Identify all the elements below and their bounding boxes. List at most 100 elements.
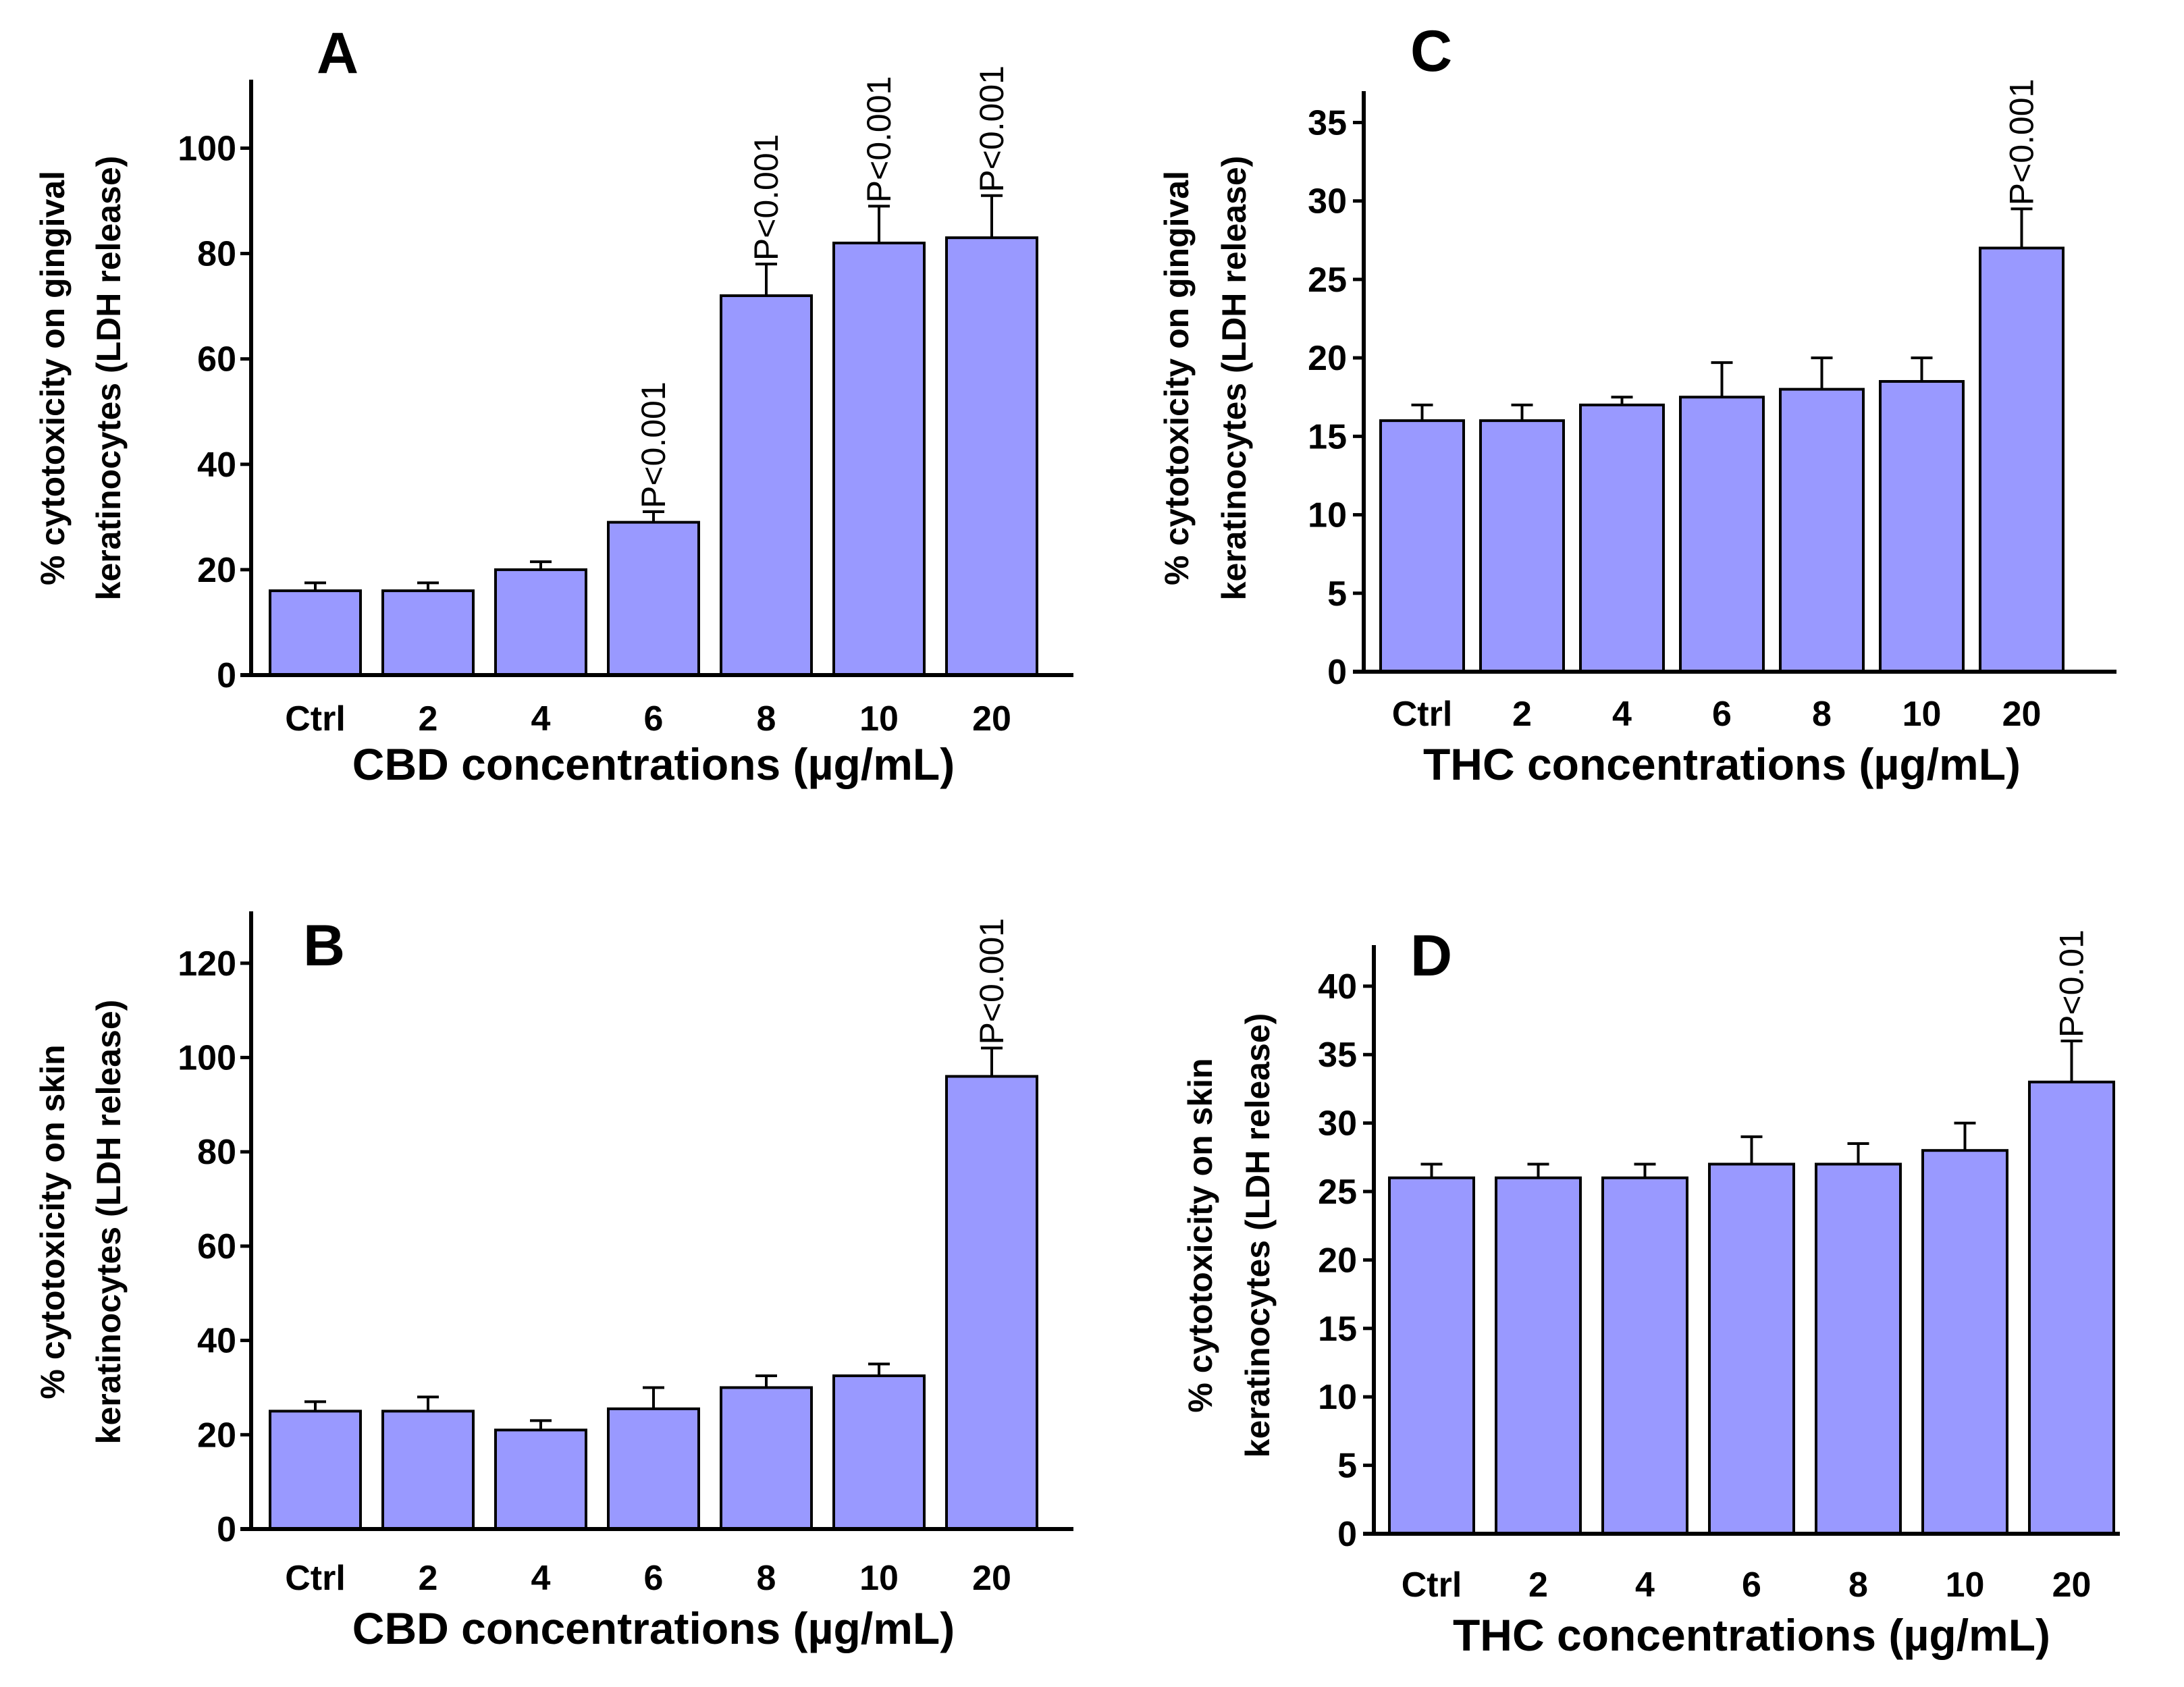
panel-label: C: [1410, 19, 1452, 84]
x-tick-label: Ctrl: [285, 699, 346, 739]
x-tick-label: 8: [757, 1559, 776, 1598]
y-axis-title-line1: % cytotoxicity on skin: [1181, 1058, 1219, 1412]
bar-ctrl: [1379, 419, 1465, 673]
x-tick-label: 20: [972, 699, 1011, 739]
x-tick-label: 8: [757, 699, 776, 739]
bar-10: [1921, 1149, 2008, 1535]
x-axis-title: THC concentrations (µg/mL): [1453, 1610, 2050, 1660]
x-tick-label: 2: [1528, 1565, 1548, 1605]
bar-10: [832, 1374, 926, 1531]
y-tick-label: 30: [1318, 1104, 1357, 1144]
bar-20: [945, 236, 1038, 676]
y-tick-label: 30: [1308, 182, 1347, 221]
y-tick-label: 25: [1318, 1173, 1357, 1212]
x-tick-label: 10: [1902, 695, 1942, 734]
significance-label: P<0.001: [2003, 79, 2041, 206]
x-tick-label: 8: [1848, 1565, 1868, 1605]
bar-4: [494, 1428, 587, 1530]
x-tick-label: 20: [2052, 1565, 2092, 1605]
y-axis-title-line1: % cytotoxicity on gingival: [34, 171, 72, 585]
bar-2: [1495, 1176, 1582, 1535]
chart-panel-b: B Ctrl 2 4 6 8 10 20 P<0.001 0 20 40 60 80 100 120 CBD c…: [34, 911, 1073, 1653]
significance-label: P<0.001: [860, 76, 898, 203]
y-tick-label: 40: [1318, 967, 1357, 1007]
x-tick-label: 6: [644, 1559, 664, 1598]
x-axis-title: CBD concentrations (µg/mL): [352, 739, 955, 789]
bar-8: [1815, 1162, 1902, 1535]
y-tick-label: 0: [1337, 1515, 1357, 1554]
x-tick-label: 6: [1712, 695, 1732, 734]
x-tick-label: Ctrl: [285, 1559, 346, 1598]
y-tick-label: 20: [197, 551, 236, 590]
y-axis-title-line2: keratinocytes (LDH release): [90, 1000, 128, 1445]
bar-4: [1601, 1176, 1688, 1535]
y-tick-label: 20: [197, 1416, 236, 1455]
panel-label: D: [1410, 923, 1452, 988]
x-tick-label: 20: [2002, 695, 2042, 734]
x-tick-label: Ctrl: [1402, 1565, 1462, 1605]
significance-label: P<0.001: [973, 918, 1011, 1045]
y-axis-title-line2: keratinocytes (LDH release): [90, 156, 128, 601]
x-tick-label: 8: [1812, 695, 1832, 734]
x-tick-label: 6: [644, 699, 664, 739]
y-tick-label: 5: [1337, 1447, 1357, 1486]
bar-2: [1479, 419, 1565, 673]
x-axis-title: CBD concentrations (µg/mL): [352, 1603, 955, 1653]
y-tick-label: 60: [197, 340, 236, 379]
y-tick-label: 80: [197, 1133, 236, 1172]
bar-8: [720, 294, 813, 676]
x-tick-label: 10: [1946, 1565, 1985, 1605]
x-tick-label: 2: [419, 699, 438, 739]
y-tick-label: 35: [1318, 1036, 1357, 1075]
x-tick-label: 4: [531, 699, 551, 739]
bar-ctrl: [269, 1410, 362, 1530]
y-tick-label: 40: [197, 446, 236, 485]
panel-label: B: [303, 913, 345, 978]
y-tick-label: 15: [1318, 1310, 1357, 1349]
bar-8: [1779, 387, 1865, 674]
y-tick-label: 20: [1308, 339, 1347, 378]
bar-6: [1708, 1162, 1795, 1535]
y-tick-label: 120: [178, 944, 236, 984]
bar-10: [1879, 380, 1965, 673]
bar-ctrl: [269, 589, 362, 677]
y-axis-title-line1: % cytotoxicity on skin: [34, 1044, 72, 1399]
significance-label: P<0.001: [973, 65, 1011, 192]
y-tick-label: 10: [1308, 496, 1347, 535]
y-tick-label: 40: [197, 1322, 236, 1361]
chart-panel-a: A Ctrl 2 4 6 P<0.001 8 P<0.001 10 P<0.001 20 P<0.00…: [34, 21, 1073, 789]
x-tick-label: 6: [1742, 1565, 1761, 1605]
bar-20: [1979, 246, 2065, 673]
x-tick-label: 20: [972, 1559, 1011, 1598]
y-tick-label: 100: [178, 129, 236, 168]
y-tick-label: 0: [217, 1510, 236, 1549]
significance-label: P<0.001: [635, 381, 672, 508]
y-tick-label: 100: [178, 1039, 236, 1078]
bar-6: [1679, 396, 1765, 673]
y-axis-title-line2: keratinocytes (LDH release): [1239, 1013, 1277, 1458]
y-axis-title-line2: keratinocytes (LDH release): [1215, 156, 1253, 601]
x-tick-label: 10: [859, 699, 899, 739]
bar-10: [832, 241, 926, 676]
y-axis-title-line1: % cytotoxicity on gingival: [1158, 171, 1196, 585]
panel-label: A: [317, 21, 358, 86]
bar-4: [1579, 403, 1665, 673]
y-tick-label: 60: [197, 1227, 236, 1266]
bar-4: [494, 568, 587, 676]
x-tick-label: 4: [531, 1559, 551, 1598]
significance-label: P<0.001: [747, 134, 785, 261]
chart-panel-d: D Ctrl 2 4 6 8 10 20 P<0.01 0 5 10 15 20 25 30 35 40 THC c…: [1181, 923, 2120, 1660]
y-tick-label: 10: [1318, 1378, 1357, 1417]
y-tick-label: 25: [1308, 261, 1347, 300]
y-tick-label: 80: [197, 235, 236, 274]
y-tick-label: 35: [1308, 103, 1347, 142]
chart-panel-c: C Ctrl 2 4 6 8 10 20 P<0.001 0 5 10 15 20 25 30 35 THC co…: [1158, 19, 2116, 789]
bar-6: [607, 520, 700, 676]
bar-6: [607, 1407, 700, 1531]
y-tick-label: 0: [217, 656, 236, 695]
bar-ctrl: [1388, 1176, 1475, 1535]
y-tick-label: 0: [1327, 653, 1347, 692]
bar-2: [381, 589, 475, 677]
y-tick-label: 15: [1308, 417, 1347, 456]
bar-20: [945, 1075, 1038, 1531]
